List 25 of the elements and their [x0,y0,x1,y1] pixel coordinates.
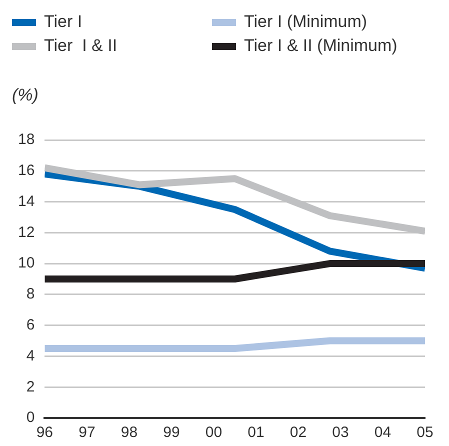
x-tick-label: 05 [416,424,434,442]
x-tick-label: 04 [374,424,392,442]
legend-label: Tier I [44,12,82,32]
y-tick-label: 12 [18,224,35,241]
y-tick-label: 4 [26,347,35,364]
x-tick-label: 00 [205,424,222,442]
x-tick-label: 99 [163,424,180,442]
y-tick-label: 2 [26,378,35,396]
y-tick-label: 10 [18,254,35,272]
y-tick-label: 14 [18,192,35,210]
x-tick-label: 98 [120,424,138,442]
x-tick-label: 02 [290,424,307,442]
x-tick-label: 96 [36,424,54,442]
x-tick-label: 03 [332,424,349,442]
x-tick-label: 01 [248,424,264,442]
y-tick-label: 6 [26,316,35,334]
legend-label: Tier I (Minimum) [244,12,368,32]
y-axis-title: (%) [12,86,38,105]
legend-label: Tier I & II [44,36,118,56]
legend-label: Tier I & II (Minimum) [244,36,398,56]
x-tick-label: 97 [78,424,96,442]
y-tick-label: 8 [26,286,35,303]
y-tick-label: 0 [26,409,35,426]
y-tick-label: 18 [18,131,35,148]
y-tick-label: 16 [18,162,35,180]
